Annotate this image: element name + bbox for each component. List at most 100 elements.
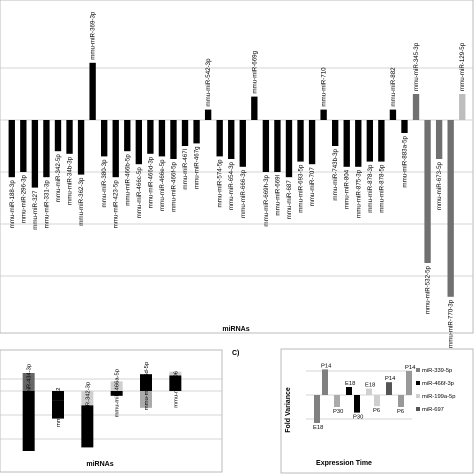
panel-a-category-label: mmu-miR-666-3p bbox=[240, 169, 247, 218]
panel-a-category-label: mmu-miR-467l bbox=[182, 149, 189, 190]
panel-a-category-label: mmu-miR-875-3p bbox=[355, 169, 362, 218]
panel-a-bar bbox=[262, 120, 270, 172]
panel-c-bar-label: P14 bbox=[321, 363, 332, 369]
panel-c-bar-label: P30 bbox=[353, 415, 363, 421]
panel-c-legend-entry: miR-199a-5p bbox=[422, 394, 456, 400]
panel-a-bar bbox=[77, 120, 85, 175]
panel-a: mmu-miR-188-3p mmu-miR-296-3p mmu-miR-327 m… bbox=[0, 0, 474, 348]
panel-a-category-label: mmu-miR-345-3p bbox=[413, 42, 420, 91]
panel-c-legend-swatch bbox=[416, 394, 420, 398]
panel-b-bar-segment bbox=[140, 391, 152, 408]
panel-c-bar bbox=[406, 371, 412, 395]
panel-a-bar bbox=[20, 120, 27, 172]
panel-a-category-label: mmu-miR-327 bbox=[32, 190, 39, 230]
panel-c-bar bbox=[314, 395, 320, 423]
panel-a-bar bbox=[331, 120, 339, 146]
panel-c-bar-label: E18 bbox=[313, 425, 323, 431]
panel-b-x-axis-label: miRNAs bbox=[86, 461, 113, 468]
panel-a-bar bbox=[343, 120, 350, 167]
panel-a-category-label: mmu-miR-574-5p bbox=[217, 159, 224, 208]
panel-a-bar bbox=[412, 94, 420, 120]
panel-a-category-label: mmu-miR-687 bbox=[286, 180, 293, 220]
panel-a-category-label: mmu-miR-362-3p bbox=[78, 177, 85, 226]
panel-a-category-label: mmu-miR-532-5p bbox=[425, 265, 432, 314]
panel-a-bar bbox=[147, 120, 154, 154]
panel-a-bar bbox=[285, 120, 293, 178]
panel-a-category-label: mmu-miR-542-3p bbox=[205, 58, 212, 107]
panel-b-border bbox=[0, 349, 223, 473]
panel-b-bar-segment bbox=[110, 391, 123, 396]
panel-a-category-label: mmu-miR-710 bbox=[321, 67, 328, 107]
panel-a-bar bbox=[320, 109, 327, 120]
panel-a-bar bbox=[355, 120, 362, 167]
panel-a-border bbox=[0, 0, 474, 334]
panel-a-bar bbox=[378, 120, 385, 162]
panel-a-category-label: mmu-miR-331-3p bbox=[43, 180, 50, 229]
panel-c-bar-label: E18 bbox=[365, 383, 375, 389]
panel-b-bar-segment bbox=[22, 391, 35, 451]
panel-b: mmu-miR-434-3p mmu-miR-1192 mmu-miR-342-3p… bbox=[0, 349, 223, 473]
panel-a-category-label: mmu-miR-770-3p bbox=[448, 299, 455, 348]
panel-a-bar bbox=[447, 120, 454, 297]
panel-b-category-label: mmu-miR-706 bbox=[173, 371, 179, 408]
panel-c-bar bbox=[366, 388, 372, 395]
panel-a-bar bbox=[459, 94, 466, 120]
panel-a-category-label: mmu-miR-878-5p bbox=[378, 164, 385, 213]
panel-c-legend-swatch bbox=[416, 381, 420, 385]
panel-a-category-label: mmu-miR-466e-5p bbox=[159, 159, 166, 211]
panel-a-category-label: mmu-miR-342-5p bbox=[55, 154, 62, 203]
panel-a-bar bbox=[170, 120, 177, 159]
panel-c: E18 P14 P30 E18 P30 E18 P6 P14 P6 P14 miR-339-5p m… bbox=[280, 348, 474, 474]
panel-c-bar bbox=[322, 369, 328, 395]
panel-c-legend-entry: miR-697 bbox=[422, 407, 444, 413]
panel-c-border bbox=[280, 348, 474, 474]
panel-a-x-axis-label: miRNAs bbox=[222, 326, 249, 333]
panel-c-bar bbox=[354, 395, 360, 413]
panel-b-bar-segment bbox=[22, 373, 35, 391]
panel-b-category-label: mmu-miR-434-3p bbox=[27, 364, 33, 409]
panel-a-bar bbox=[54, 120, 62, 152]
panel-a-category-label: mmu-miR-423-5p bbox=[113, 180, 120, 229]
panel-c-bar-label: P6 bbox=[373, 408, 380, 414]
panel-c-bar-label: P14 bbox=[385, 376, 396, 382]
panel-c-bar bbox=[398, 395, 404, 407]
panel-a-bar bbox=[366, 120, 374, 162]
panel-a-category-label: mmu-miR-882 bbox=[390, 67, 397, 107]
panel-a-category-label: mmu-miR-654-3p bbox=[228, 161, 235, 210]
panel-b-bar-segment bbox=[110, 381, 123, 391]
panel-a-bar bbox=[43, 120, 50, 178]
panel-b-bar-segment bbox=[52, 391, 64, 401]
panel-a-category-label: mmu-miR-669g bbox=[251, 50, 258, 93]
panel-a-bar bbox=[158, 120, 166, 157]
panel-a-bar bbox=[89, 62, 96, 120]
panel-a-category-label: mmu-miR-743b-3p bbox=[332, 148, 339, 200]
panel-a-category-label: mmu-miR-188-3p bbox=[9, 180, 16, 229]
panel-a-bar bbox=[424, 120, 431, 263]
panel-c-x-axis-label: Expression Time bbox=[316, 460, 372, 467]
panel-c-legend-swatch bbox=[416, 407, 420, 411]
panel-a-category-label: mmu-miR-707 bbox=[309, 167, 316, 207]
panel-a-bar bbox=[274, 120, 281, 172]
panel-a-bar bbox=[135, 120, 143, 165]
panel-c-bar bbox=[346, 387, 352, 395]
panel-a-category-label: mmu-miR-878-3p bbox=[367, 164, 374, 213]
panel-a-category-label: mmu-miR-466c-5p bbox=[136, 167, 143, 219]
panel-a-bar bbox=[389, 109, 397, 120]
panel-c-legend-entry: miR-339-5p bbox=[422, 368, 452, 374]
panel-a-category-label: mmu-miR-380-3p bbox=[101, 159, 108, 208]
panel-a-category-label: mmu-miR-466b-5p bbox=[124, 154, 131, 206]
panel-a-bar bbox=[112, 120, 119, 178]
panel-a-category-label: mmu-miR-673-5p bbox=[436, 161, 443, 210]
panel-c-bar bbox=[334, 395, 340, 407]
panel-c-label: C) bbox=[232, 350, 239, 357]
panel-b-category-label: mmu-miR-1192 bbox=[56, 387, 62, 427]
panel-c-bar-label: E18 bbox=[345, 381, 355, 387]
panel-b-bar-segment bbox=[169, 375, 182, 391]
panel-a-category-label: mmu-miR-369-3p bbox=[90, 11, 97, 60]
panel-b-bar-segment bbox=[169, 371, 182, 376]
panel-a-bar bbox=[228, 120, 235, 159]
panel-a-category-label: mmu-miR-669l bbox=[274, 175, 281, 216]
panel-c-y-axis-label: Fold Variance bbox=[285, 387, 292, 433]
panel-a-category-label: mmu-miR-883a-5p bbox=[401, 135, 408, 187]
panel-a-bar bbox=[100, 120, 108, 157]
